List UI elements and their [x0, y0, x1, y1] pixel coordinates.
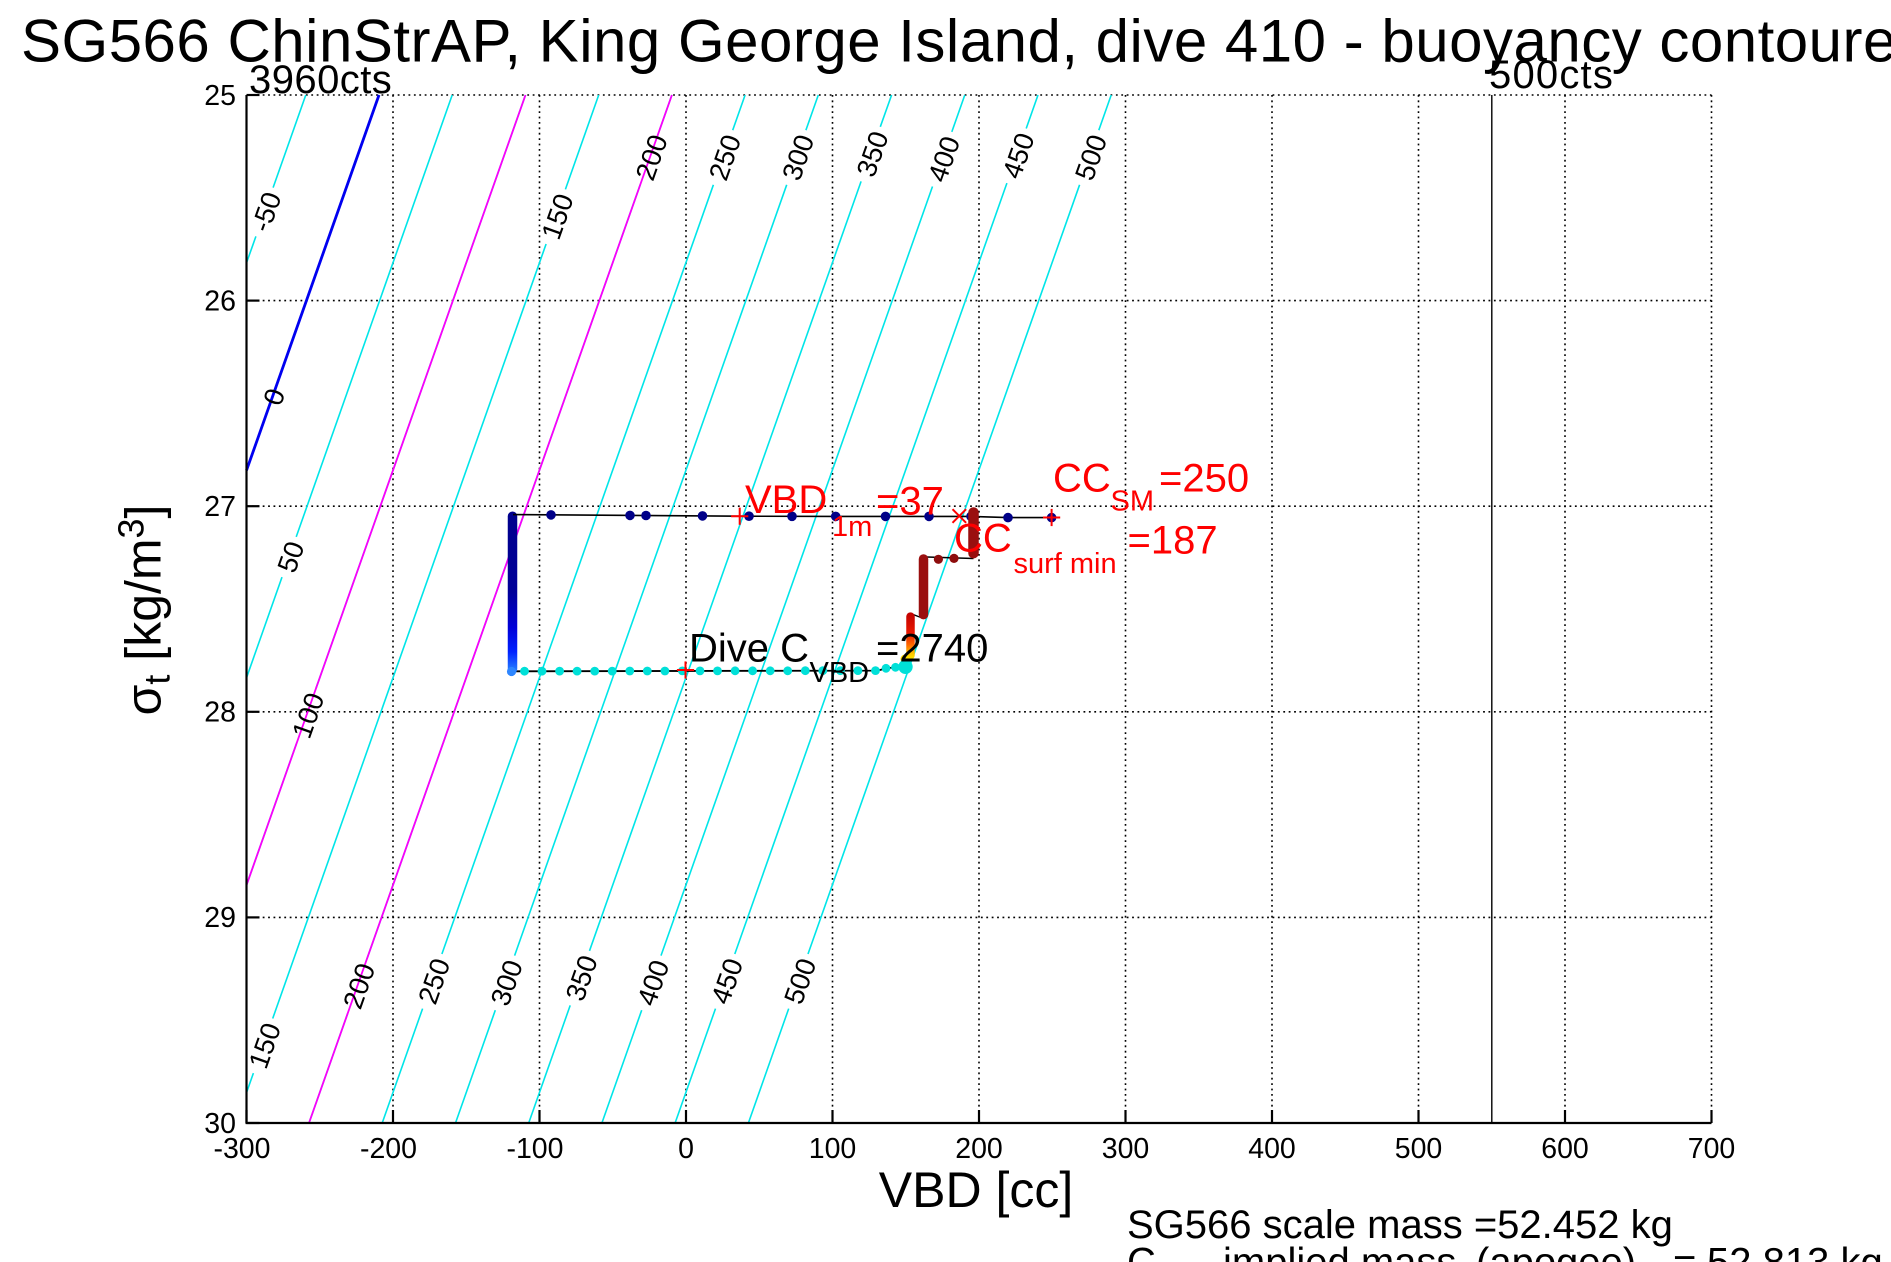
svg-text:VBD: VBD: [810, 657, 870, 689]
svg-text:=187: =187: [1128, 519, 1218, 563]
svg-text:0: 0: [678, 1133, 694, 1165]
svg-text:implied mass: implied mass: [1223, 1241, 1456, 1262]
svg-text:surf min: surf min: [1014, 548, 1117, 580]
svg-text:=2740: =2740: [876, 626, 988, 670]
svg-text:-300: -300: [213, 1133, 270, 1165]
svg-text:30: 30: [204, 1108, 236, 1140]
svg-text:VBD [cc]: VBD [cc]: [879, 1162, 1073, 1218]
svg-text:=: =: [1673, 1241, 1696, 1262]
svg-text:CC: CC: [1053, 457, 1111, 501]
svg-text:-200: -200: [360, 1133, 417, 1165]
svg-text:400: 400: [1248, 1133, 1296, 1165]
svg-text:=250: =250: [1159, 457, 1249, 501]
svg-text:25: 25: [204, 80, 236, 112]
svg-text:700: 700: [1688, 1133, 1736, 1165]
svg-text:600: 600: [1541, 1133, 1589, 1165]
svg-text:=37: =37: [876, 480, 944, 524]
svg-text:500cts: 500cts: [1489, 53, 1614, 97]
svg-text:500: 500: [1395, 1133, 1443, 1165]
svg-text:300: 300: [1102, 1133, 1150, 1165]
svg-text:SM: SM: [1111, 486, 1155, 518]
svg-text:52.813 kg: 52.813 kg: [1707, 1241, 1883, 1262]
svg-text:28: 28: [204, 697, 236, 729]
svg-text:29: 29: [204, 902, 236, 934]
svg-text:3960cts: 3960cts: [249, 58, 392, 102]
svg-text:SG566 ChinStrAP, King George I: SG566 ChinStrAP, King George Island, div…: [21, 8, 1891, 75]
svg-text:σt [kg/m3]: σt [kg/m3]: [111, 505, 178, 716]
svg-text:200: 200: [955, 1133, 1003, 1165]
svg-text:(apogee): (apogee): [1476, 1241, 1636, 1262]
svg-text:C: C: [1127, 1241, 1156, 1262]
svg-text:26: 26: [204, 285, 236, 317]
svg-text:27: 27: [204, 491, 236, 523]
svg-text:CC: CC: [954, 517, 1012, 561]
svg-text:-100: -100: [506, 1133, 563, 1165]
svg-text:VBD: VBD: [745, 478, 827, 522]
svg-text:100: 100: [809, 1133, 857, 1165]
svg-text:Dive C: Dive C: [689, 626, 809, 670]
svg-text:1m: 1m: [832, 511, 872, 543]
svg-text:SG566 scale mass =52.452 kg: SG566 scale mass =52.452 kg: [1127, 1203, 1673, 1247]
